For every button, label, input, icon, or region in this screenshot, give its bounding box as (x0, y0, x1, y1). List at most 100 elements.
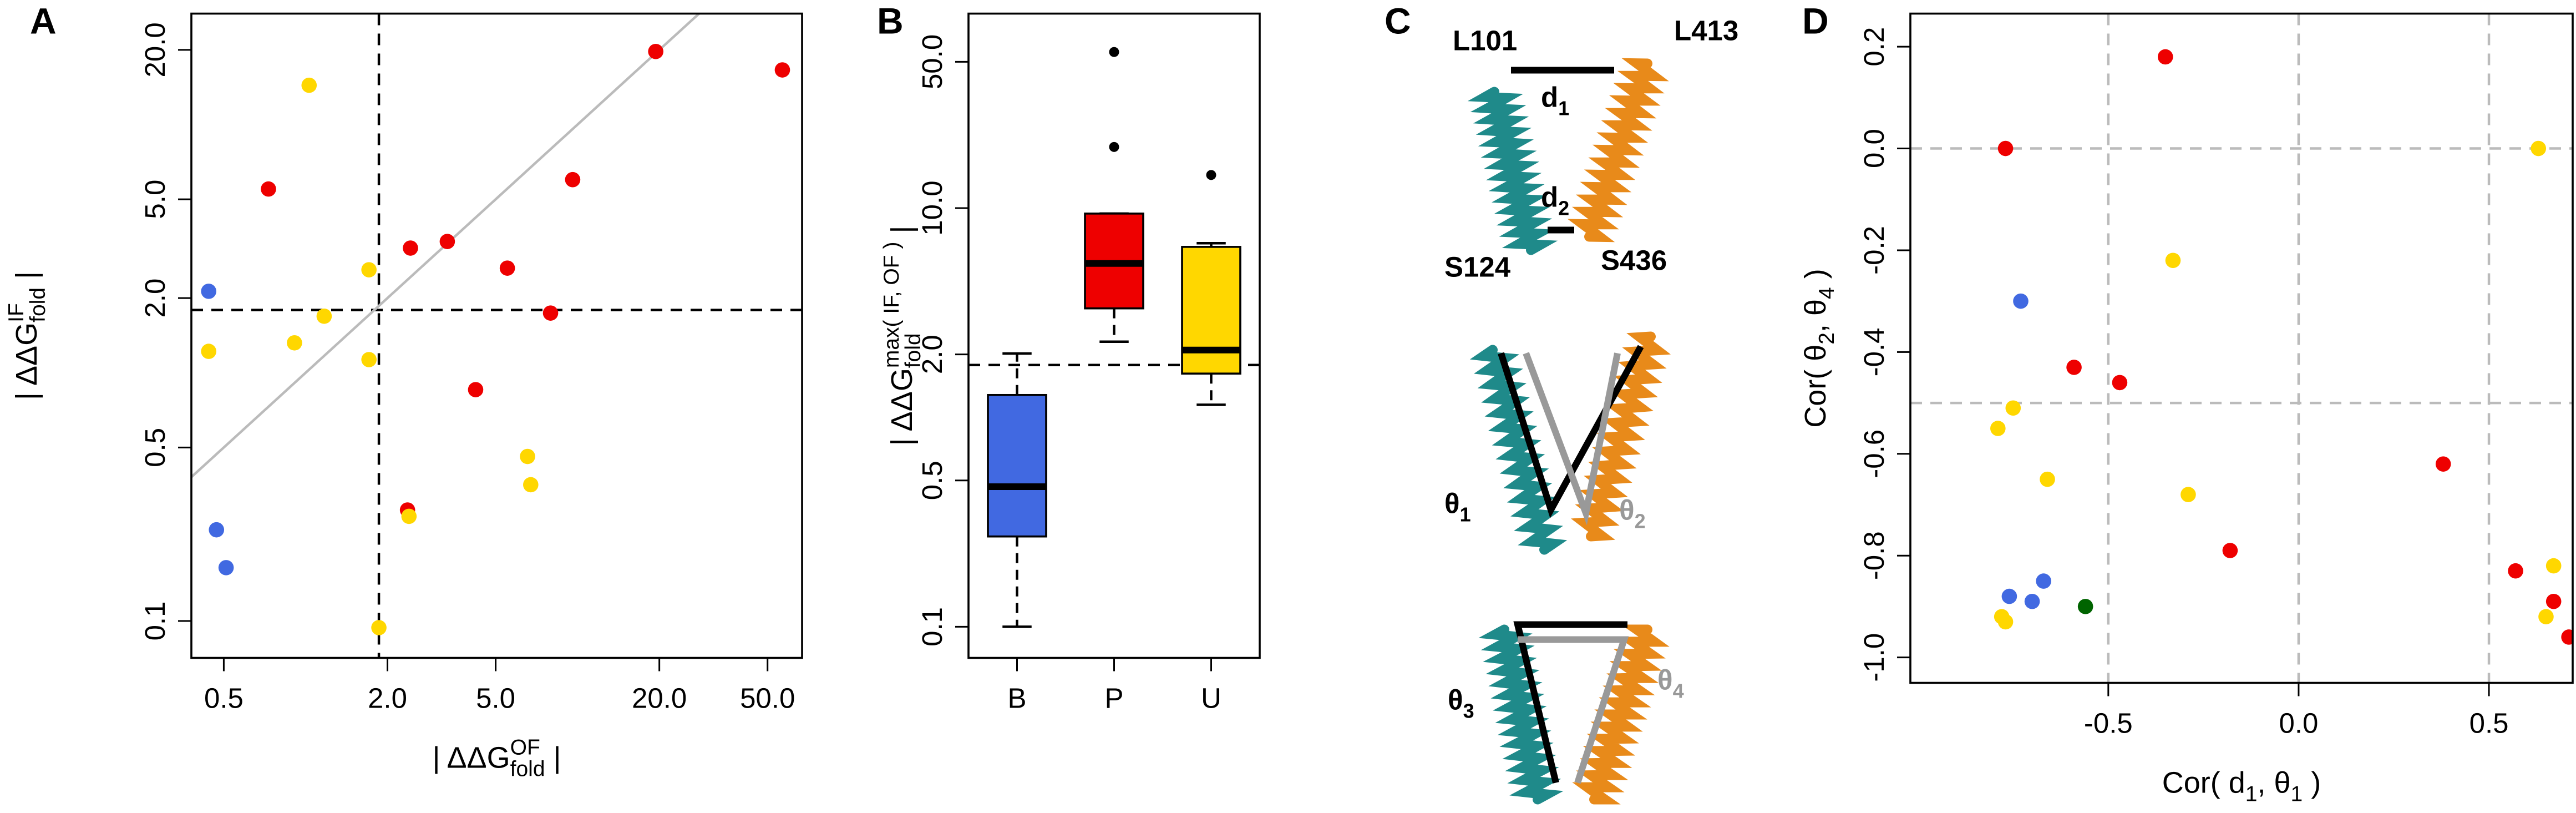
point (218, 560, 234, 575)
point (2545, 593, 2562, 609)
point (499, 260, 515, 276)
label-part: θ (1448, 684, 1463, 716)
diagram-label: d1 (1541, 82, 1569, 120)
point (361, 262, 377, 277)
point (2222, 543, 2238, 558)
label-part: Cor( d (2162, 766, 2245, 800)
y-tick-label: 5.0 (139, 180, 171, 219)
geometry-line (1513, 621, 1627, 784)
y-tick-label: 0.1 (139, 602, 171, 641)
axes-box (1909, 12, 2574, 684)
y-tick-label: 10.0 (916, 180, 948, 235)
outlier (1206, 170, 1216, 180)
y-tick-label: 20.0 (139, 22, 171, 77)
point (565, 171, 581, 188)
label-part: | ΔΔG (10, 322, 43, 400)
label-sub: fold (901, 333, 925, 368)
label-part: | (10, 271, 43, 287)
diagram-label: θ3 (1448, 684, 1474, 723)
label-sub: 4 (1815, 287, 1839, 299)
point (2181, 487, 2196, 502)
point (316, 309, 332, 324)
x-axis-label: Cor( d1​, θ1​ ) (2162, 766, 2321, 806)
y-tick-label: -1.0 (1858, 633, 1890, 682)
y-tick-label: -0.4 (1858, 327, 1890, 376)
label-part: θ (1657, 664, 1673, 696)
point (361, 352, 377, 367)
point (542, 305, 559, 321)
axes-box (967, 12, 1261, 659)
diagram-label: L413 (1674, 15, 1738, 47)
geometry-line (1523, 352, 1621, 526)
label-sub: fold (510, 758, 545, 781)
plot-area (968, 47, 1260, 628)
point (1997, 614, 2014, 630)
point (2001, 588, 2017, 604)
label-sub: 2 (1815, 332, 1839, 345)
label-sup: OF (510, 736, 540, 760)
point (261, 181, 276, 197)
point (287, 335, 302, 351)
x-axis-label: | ΔΔGfoldOF​ | (432, 736, 561, 781)
label-part: | (885, 226, 919, 242)
axes-box (190, 12, 803, 659)
label-part: , θ (1799, 299, 1832, 332)
diagram-label: θ2 (1619, 494, 1646, 533)
point (439, 234, 455, 249)
diagram-label: L101 (1453, 25, 1517, 57)
helix (1467, 87, 1558, 255)
x-tick-label: 0.5 (2469, 708, 2509, 739)
label-sub: 2 (1635, 510, 1646, 533)
x-tick-label: 0.0 (2279, 708, 2318, 739)
label-part: , θ (2257, 766, 2290, 800)
box (987, 393, 1047, 538)
label-part: θ (1444, 488, 1460, 519)
panel-label: C (1385, 1, 1411, 42)
point (201, 284, 217, 299)
geometry-line (1518, 636, 1629, 784)
label-sub: 1 (1460, 503, 1471, 526)
label-part: | ΔΔG (432, 741, 510, 775)
point (1997, 140, 2014, 156)
point (523, 477, 539, 493)
point (648, 43, 663, 59)
x-tick-label: B (1007, 683, 1026, 714)
point (401, 508, 417, 524)
point (301, 77, 317, 93)
point (2561, 629, 2573, 645)
point (2112, 375, 2128, 391)
x-tick-label: 20.0 (632, 683, 687, 714)
point (2036, 573, 2051, 589)
x-tick-label: 2.0 (368, 683, 407, 714)
plot-area (191, 13, 802, 658)
y-tick-label: -0.2 (1858, 226, 1890, 275)
point (1990, 421, 2006, 436)
panel-label: A (30, 1, 57, 42)
label-part: | ΔΔG (885, 368, 919, 446)
helix (1469, 345, 1568, 555)
helix (1572, 624, 1670, 805)
point (2024, 593, 2040, 609)
label-sub: 1 (2291, 782, 2303, 806)
x-tick-label: P (1104, 683, 1123, 714)
label-part: L413 (1674, 15, 1738, 47)
label-part: S436 (1601, 245, 1667, 276)
point (2005, 400, 2021, 416)
point (209, 522, 225, 538)
x-tick-label: -0.5 (2084, 708, 2133, 739)
outlier (1109, 47, 1119, 57)
point (2538, 609, 2554, 625)
diagram-label: S124 (1444, 251, 1511, 283)
plot-area (1910, 13, 2573, 683)
point (2545, 558, 2562, 574)
x-tick-label: 50.0 (740, 683, 795, 714)
helix (1571, 331, 1671, 542)
y-axis-label: | ΔΔGfoldIF​ | (4, 271, 50, 400)
y-tick-label: 2.0 (916, 335, 948, 374)
label-part: d (1541, 82, 1558, 113)
point (201, 344, 217, 359)
box (1181, 246, 1241, 375)
label-part: ) (1799, 269, 1832, 287)
